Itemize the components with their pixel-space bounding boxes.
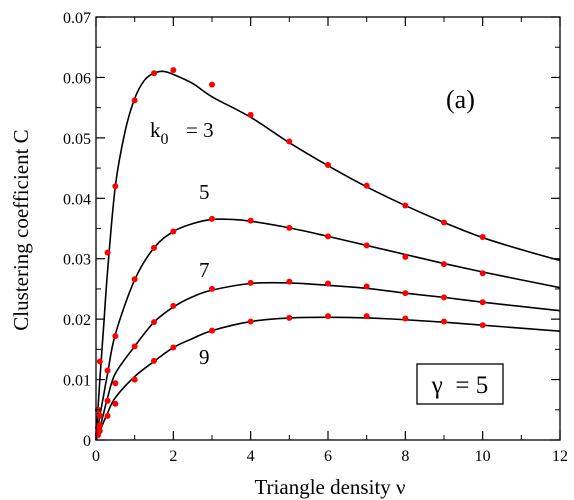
data-point-series-3-10 bbox=[325, 162, 331, 169]
data-point-series-7-10 bbox=[325, 280, 331, 287]
data-point-series-9-3 bbox=[112, 400, 119, 407]
data-point-series-7-8 bbox=[247, 279, 254, 286]
data-point-series-9-1 bbox=[96, 427, 103, 434]
y-tick-label: 0.04 bbox=[63, 191, 91, 208]
series-label-9: 9 bbox=[199, 345, 210, 369]
series-line-3 bbox=[95, 70, 561, 441]
data-point-series-5-2 bbox=[104, 367, 111, 374]
data-point-series-9-7 bbox=[209, 327, 215, 334]
data-point-series-9-8 bbox=[247, 318, 254, 325]
data-point-series-3-12 bbox=[402, 202, 409, 209]
data-point-series-5-9 bbox=[286, 224, 293, 231]
data-point-series-5-7 bbox=[209, 215, 215, 222]
x-tick-label: 4 bbox=[247, 448, 255, 465]
data-point-series-9-14 bbox=[479, 322, 486, 329]
data-point-series-7-1 bbox=[96, 421, 103, 428]
data-point-series-3-3 bbox=[112, 183, 119, 190]
data-point-series-3-2 bbox=[104, 249, 111, 256]
y-tick-label: 0.02 bbox=[63, 312, 91, 329]
y-tick-label: 0.07 bbox=[63, 10, 91, 27]
data-point-series-5-3 bbox=[112, 333, 119, 340]
data-point-series-7-3 bbox=[112, 380, 119, 387]
data-point-series-7-14 bbox=[479, 299, 486, 306]
data-point-series-9-10 bbox=[325, 313, 331, 320]
series-label-5: 5 bbox=[199, 180, 210, 204]
data-point-series-5-10 bbox=[325, 233, 331, 240]
data-point-series-3-4 bbox=[131, 97, 138, 104]
data-point-series-7-2 bbox=[104, 397, 111, 404]
x-axis-title: Triangle density ν bbox=[254, 475, 405, 499]
y-axis-title: Clustering coefficient C bbox=[9, 129, 33, 330]
x-tick-label: 6 bbox=[324, 448, 332, 465]
data-point-series-7-7 bbox=[209, 285, 215, 292]
data-point-series-5-14 bbox=[479, 270, 486, 277]
data-point-series-3-14 bbox=[479, 233, 486, 240]
series-label-7: 7 bbox=[199, 258, 210, 282]
x-tick-label: 12 bbox=[552, 448, 568, 465]
data-point-series-3-13 bbox=[441, 219, 447, 226]
data-point-series-3-1 bbox=[96, 358, 103, 365]
series-label-k0-3: k0 = 3 bbox=[150, 118, 214, 148]
data-point-series-3-7 bbox=[209, 81, 215, 88]
data-point-series-7-9 bbox=[286, 278, 293, 285]
y-tick-label: 0.03 bbox=[63, 252, 91, 269]
data-point-series-5-13 bbox=[441, 261, 447, 268]
x-tick-label: 2 bbox=[169, 448, 177, 465]
series-line-5 bbox=[95, 218, 561, 441]
y-tick-label: 0.01 bbox=[63, 373, 91, 390]
data-point-series-7-5 bbox=[151, 319, 157, 326]
data-point-series-7-4 bbox=[131, 343, 138, 350]
panel-label: (a) bbox=[446, 85, 475, 114]
data-point-series-5-6 bbox=[170, 228, 177, 235]
tick-labels: 0 2 4 6 8 10 12 0 0.01 0.02 0.03 0.04 0.05 0.06 0.07 bbox=[63, 10, 568, 465]
axis-ticks bbox=[95, 16, 561, 441]
data-point-series-7-13 bbox=[441, 294, 447, 301]
data-point-series-7-6 bbox=[170, 302, 177, 309]
data-point-series-3-6 bbox=[170, 67, 177, 74]
data-point-series-9-4 bbox=[131, 376, 138, 383]
data-point-series-3-8 bbox=[247, 111, 254, 118]
data-point-series-5-12 bbox=[402, 253, 409, 260]
y-tick-label: 0.05 bbox=[63, 131, 91, 148]
y-tick-label: 0 bbox=[83, 433, 91, 450]
data-point-series-9-13 bbox=[441, 318, 447, 325]
data-point-series-9-5 bbox=[151, 357, 157, 364]
data-markers bbox=[94, 67, 486, 439]
data-point-series-5-4 bbox=[131, 276, 138, 283]
data-point-series-9-11 bbox=[363, 313, 370, 320]
data-point-series-9-6 bbox=[170, 344, 177, 351]
data-point-series-5-11 bbox=[363, 242, 370, 249]
data-point-series-7-12 bbox=[402, 290, 409, 297]
series-label-prefix: k bbox=[150, 118, 161, 142]
x-tick-label: 8 bbox=[401, 448, 409, 465]
x-tick-label: 10 bbox=[475, 448, 491, 465]
data-point-series-3-11 bbox=[363, 182, 370, 189]
data-point-series-5-8 bbox=[247, 217, 254, 224]
data-point-series-7-11 bbox=[363, 283, 370, 290]
y-tick-label: 0.06 bbox=[63, 70, 91, 87]
x-tick-label: 0 bbox=[92, 448, 100, 465]
gamma-box bbox=[416, 363, 504, 405]
series-label-subscript: 0 bbox=[161, 131, 169, 148]
series-line-7 bbox=[95, 281, 561, 441]
data-point-series-3-5 bbox=[151, 70, 157, 77]
svg-text:k0= 3: k0 = 3 bbox=[150, 118, 214, 148]
series-label-suffix: = 3 bbox=[186, 118, 214, 142]
data-point-series-5-1 bbox=[96, 412, 103, 419]
data-point-series-9-9 bbox=[286, 314, 293, 321]
data-point-series-3-9 bbox=[286, 138, 293, 145]
data-point-series-9-2 bbox=[104, 412, 111, 419]
data-point-series-9-12 bbox=[402, 315, 409, 322]
gamma-label: γ = 5 bbox=[431, 372, 488, 399]
data-point-series-5-5 bbox=[151, 244, 157, 251]
